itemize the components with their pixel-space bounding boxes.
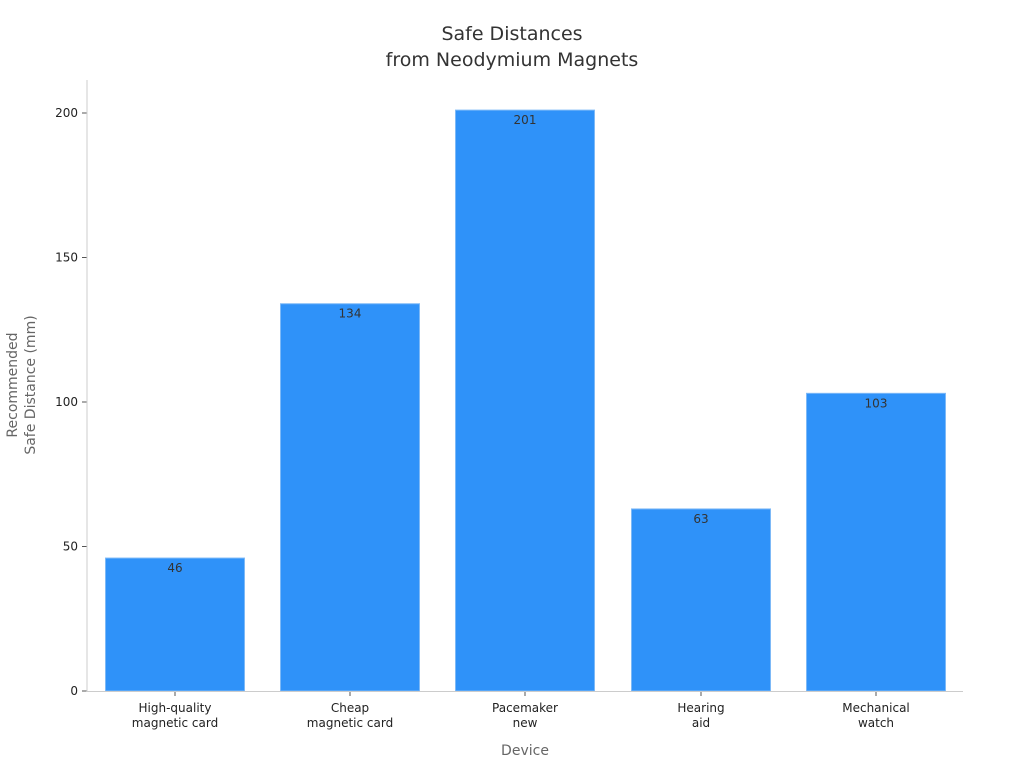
x-tick-label: Mechanical: [842, 701, 910, 715]
bar: [631, 508, 771, 692]
chart-title-line-1: Safe Distances: [441, 23, 582, 45]
bar-value-label: 63: [693, 512, 708, 526]
bar: [806, 392, 946, 692]
y-tick-label: 150: [55, 251, 78, 265]
y-tick-label: 0: [70, 684, 78, 698]
y-tick-label: 200: [55, 106, 78, 120]
x-axis-label: Device: [501, 743, 549, 759]
x-tick-label: magnetic card: [307, 716, 393, 730]
x-tick-label: Pacemaker: [492, 701, 558, 715]
bar: [455, 109, 595, 692]
x-tick-label: new: [513, 716, 538, 730]
bar-value-label: 134: [339, 307, 362, 321]
x-tick-label: aid: [692, 716, 710, 730]
bar-value-label: 201: [514, 113, 537, 127]
x-tick-label: Hearing: [677, 701, 724, 715]
y-axis-label-line-1: Recommended: [5, 332, 21, 437]
bar: [280, 303, 420, 692]
chart-title-line-2: from Neodymium Magnets: [386, 49, 639, 71]
bar: [105, 557, 245, 692]
x-tick-label: High-quality: [139, 701, 212, 715]
bar-value-label: 46: [167, 561, 182, 575]
y-tick-label: 100: [55, 395, 78, 409]
x-tick-label: watch: [858, 716, 894, 730]
x-tick-label: magnetic card: [132, 716, 218, 730]
x-tick-label: Cheap: [331, 701, 369, 715]
y-tick-label: 50: [63, 540, 78, 554]
y-axis-label-line-2: Safe Distance (mm): [23, 315, 39, 454]
bar-value-label: 103: [865, 396, 888, 410]
